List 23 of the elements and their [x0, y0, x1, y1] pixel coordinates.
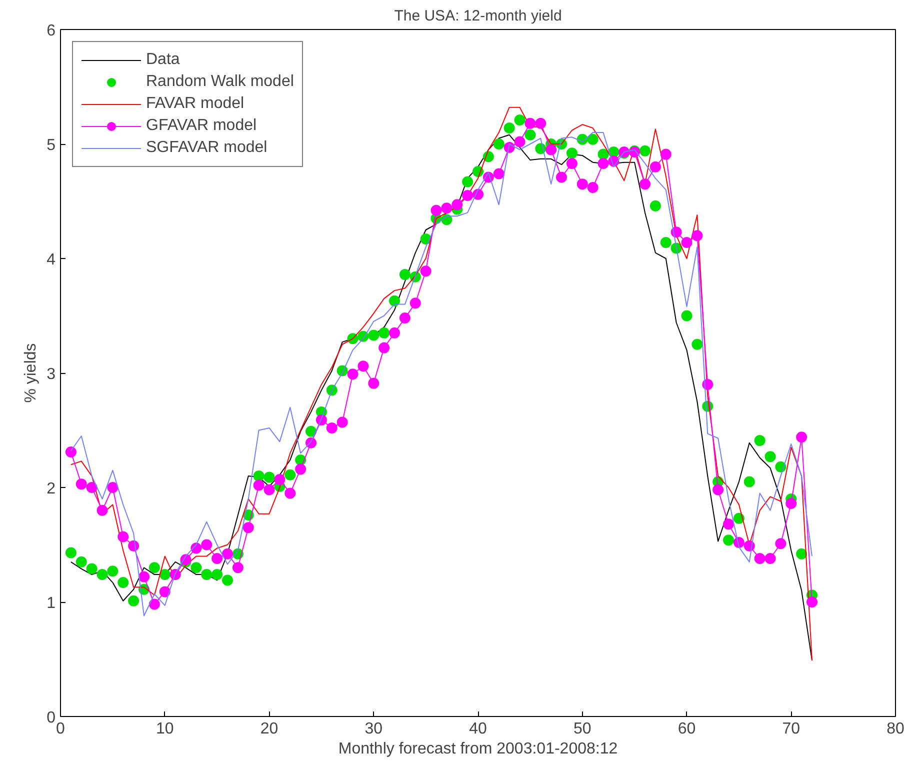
x-axis-title: Monthly forecast from 2003:01-2008:12	[338, 740, 618, 758]
y-tick-label: 0	[46, 710, 56, 726]
x-tick-label: 80	[886, 720, 904, 738]
y-tick-label: 6	[46, 22, 56, 40]
legend-label: GFAVAR model	[146, 117, 257, 135]
chart-title: The USA: 12-month yield	[394, 8, 562, 24]
x-tick-label: 70	[782, 720, 800, 738]
y-tick-label: 2	[46, 480, 56, 498]
y-tick-label: 5	[46, 137, 56, 154]
x-tick-label: 60	[678, 720, 696, 738]
y-axis-title: % yields	[22, 343, 40, 403]
y-tick-label: 4	[46, 252, 56, 268]
x-tick-label: 40	[469, 720, 487, 738]
x-tick-label: 30	[364, 720, 383, 738]
x-tick-label: 10	[156, 720, 174, 738]
x-tick-label: 20	[260, 720, 278, 738]
y-tick-label: 3	[46, 366, 56, 383]
legend-label: SGFAVAR model	[146, 139, 268, 157]
x-tick-label: 50	[573, 720, 592, 738]
legend-label: Random Walk model	[146, 73, 294, 91]
legend-label: FAVAR model	[146, 95, 244, 113]
y-tick-label: 1	[46, 595, 56, 612]
legend-label: Data	[146, 51, 180, 69]
